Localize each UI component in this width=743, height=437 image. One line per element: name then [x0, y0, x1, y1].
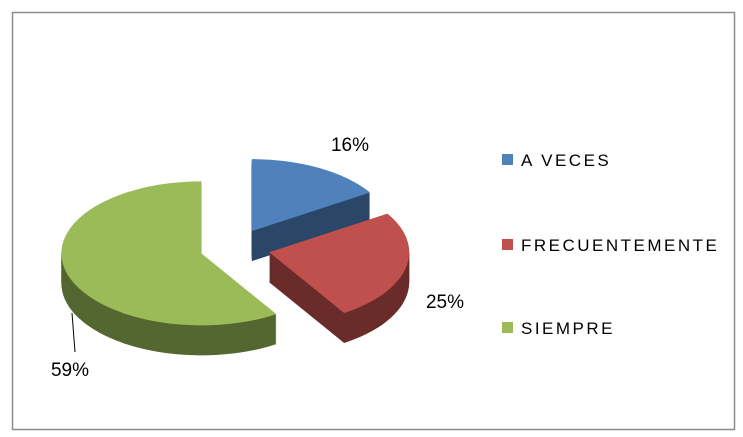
- legend-label: FRECUENTEMENTE: [521, 236, 720, 255]
- leader-line: [71, 312, 76, 353]
- legend-label: A VECES: [521, 151, 612, 170]
- legend-item: SIEMPRE: [502, 315, 727, 343]
- slice: [251, 159, 371, 232]
- data-label: 59%: [51, 360, 89, 381]
- legend-item: A VECES: [502, 147, 727, 175]
- legend-swatch: [502, 239, 513, 250]
- pie: [61, 159, 410, 356]
- data-label: 25%: [426, 292, 464, 313]
- legend-item: FRECUENTEMENTE: [502, 232, 727, 260]
- slice: [269, 213, 410, 313]
- legend-swatch: [502, 154, 513, 165]
- legend-label: SIEMPRE: [521, 319, 616, 338]
- data-label: 16%: [331, 135, 369, 156]
- slice: [61, 181, 277, 326]
- legend-swatch: [502, 322, 513, 333]
